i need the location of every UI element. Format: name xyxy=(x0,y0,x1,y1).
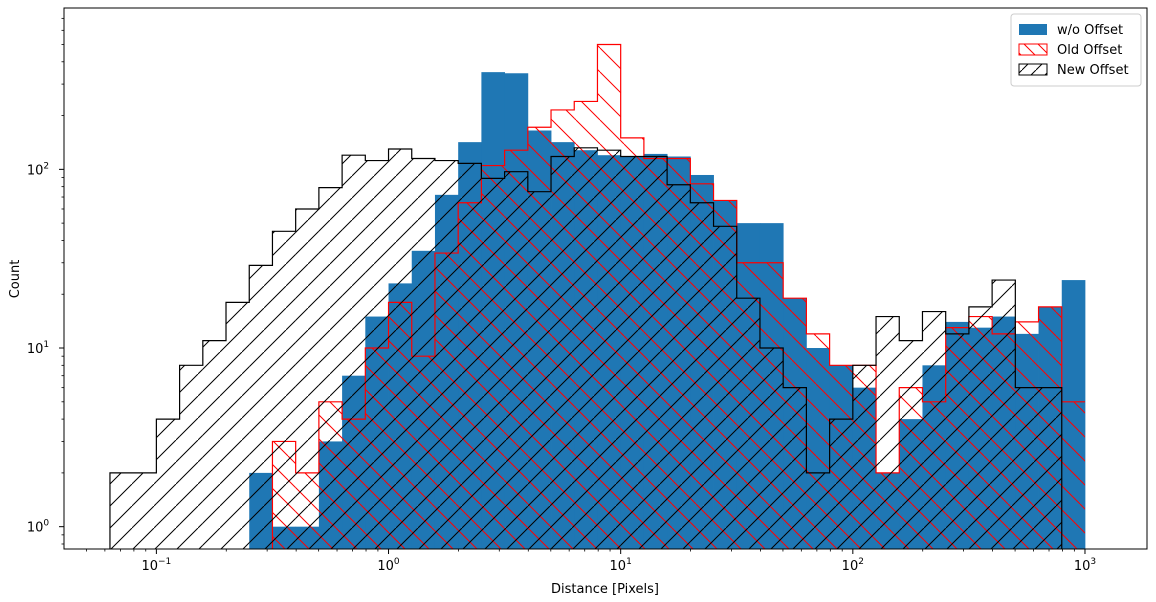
x-tick-label: 103 xyxy=(1074,557,1096,574)
histogram-bin xyxy=(667,184,691,549)
histogram-bin xyxy=(759,348,784,549)
histogram-bin xyxy=(992,280,1016,549)
y-tick-label: 102 xyxy=(27,161,49,178)
x-axis-title: Distance [Pixels] xyxy=(551,582,659,597)
histogram-bin xyxy=(1015,387,1039,549)
histogram-bin xyxy=(783,387,807,549)
histogram-bin xyxy=(945,333,969,549)
histogram-bin xyxy=(829,419,853,549)
histogram-bin xyxy=(365,160,389,549)
histogram-bin xyxy=(388,148,412,549)
x-tick-label: 100 xyxy=(377,557,400,574)
legend-swatch xyxy=(1018,43,1048,56)
histogram-bin xyxy=(968,306,993,549)
histogram-bin xyxy=(643,156,668,549)
histogram-bin xyxy=(597,150,621,549)
histogram-bin xyxy=(1038,387,1062,549)
histogram-bin xyxy=(179,365,203,549)
legend-label: New Offset xyxy=(1057,63,1129,78)
plot-area xyxy=(109,43,1086,549)
y-axis-title: Count xyxy=(8,260,23,299)
histogram-bin xyxy=(109,472,134,549)
histogram-bin xyxy=(690,202,714,549)
histogram-bin xyxy=(295,208,319,549)
histogram-bin xyxy=(713,226,737,549)
histogram-bin xyxy=(620,156,644,549)
histogram-bin xyxy=(922,311,946,549)
histogram-bin xyxy=(156,419,180,549)
histogram-bin xyxy=(272,231,296,549)
histogram-bin xyxy=(899,340,923,549)
histogram-bin xyxy=(551,156,575,549)
x-tick-label: 10−1 xyxy=(141,557,171,574)
histogram-bin xyxy=(806,472,830,549)
axis-ticks: 10−1 100 101 102 103 100 101 102 xyxy=(27,17,1096,574)
histogram-bin xyxy=(202,340,227,549)
histogram-step-outline xyxy=(109,147,1063,549)
histogram-bin xyxy=(876,316,900,549)
histogram-bin xyxy=(481,178,505,549)
histogram-bin xyxy=(434,160,459,549)
histogram-bin xyxy=(736,298,760,549)
legend-label: Old Offset xyxy=(1057,43,1122,58)
histogram-bin xyxy=(133,472,157,549)
histogram-bin xyxy=(226,302,250,549)
legend-label: w/o Offset xyxy=(1057,23,1123,38)
histogram-bin xyxy=(342,155,366,549)
legend: w/o Offset Old Offset New Offset xyxy=(1010,13,1142,87)
histogram-bin xyxy=(458,163,482,549)
histogram-bin xyxy=(1061,401,1085,549)
histogram-bin xyxy=(574,147,598,549)
histogram-bin xyxy=(411,158,435,549)
histogram-bin xyxy=(504,171,528,549)
axes-frame xyxy=(63,7,1148,550)
x-tick-label: 101 xyxy=(610,557,632,574)
legend-swatch xyxy=(1018,63,1048,76)
histogram-bin xyxy=(852,365,877,549)
histogram-bin xyxy=(527,191,552,549)
series-new-offset xyxy=(109,147,1063,549)
legend-swatch xyxy=(1019,24,1047,35)
y-tick-label: 101 xyxy=(27,340,49,357)
x-tick-label: 102 xyxy=(842,557,864,574)
histogram-bin xyxy=(318,187,343,549)
y-tick-label: 100 xyxy=(27,519,50,536)
histogram-bin xyxy=(249,265,273,549)
